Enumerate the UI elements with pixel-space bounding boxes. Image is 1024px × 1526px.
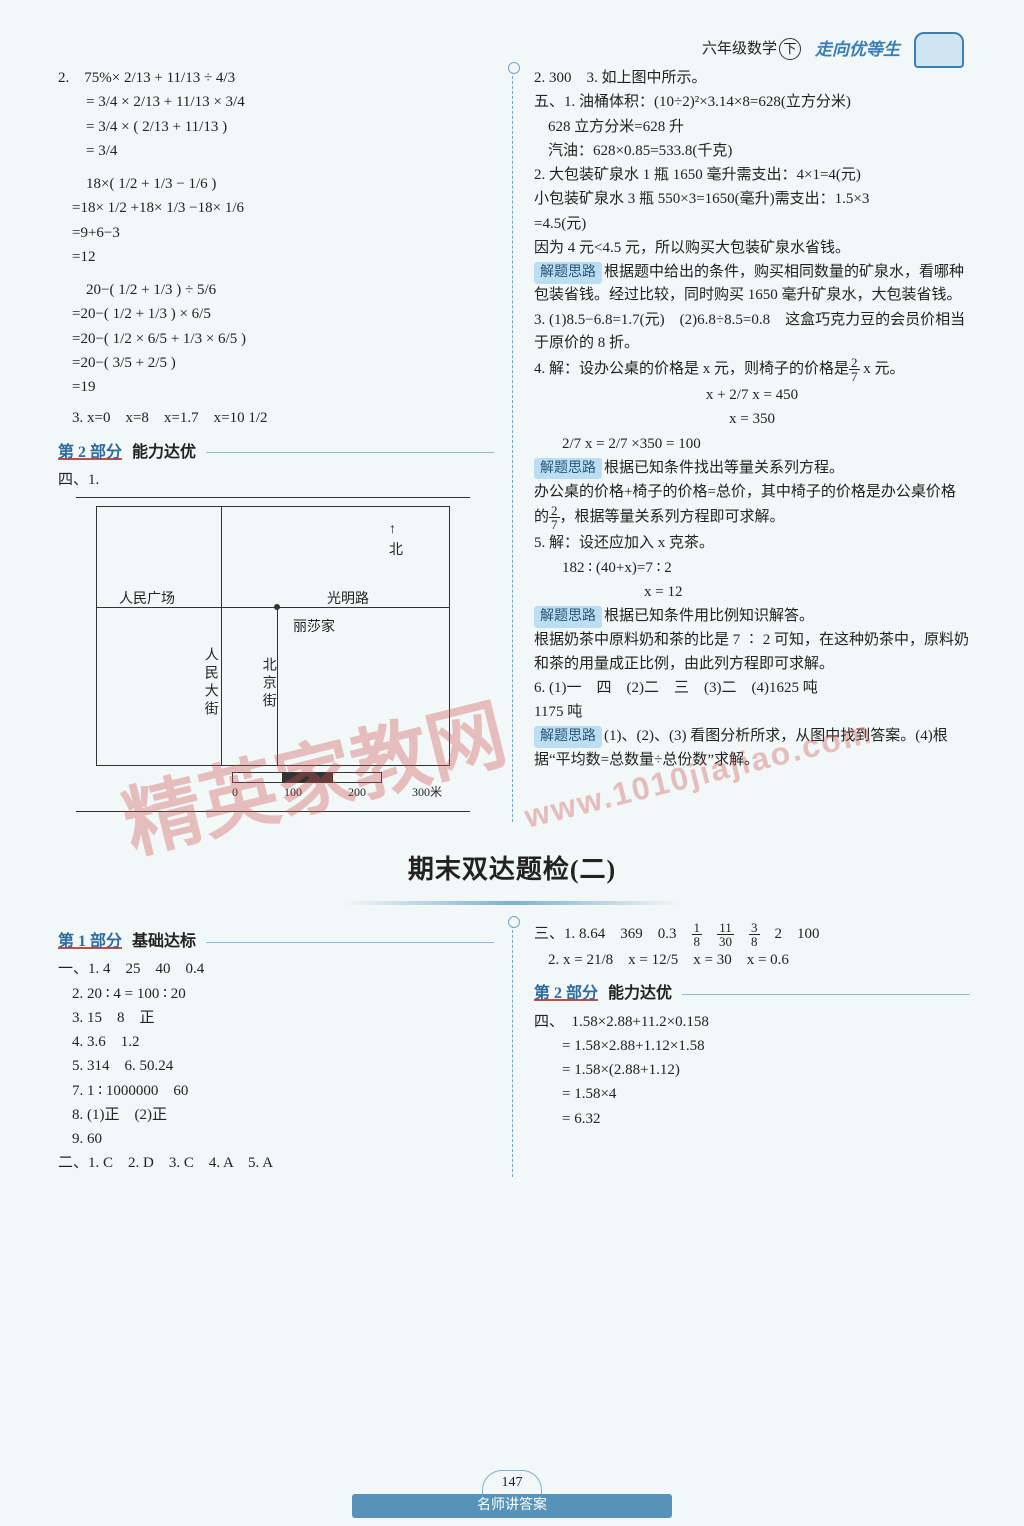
expr: 3. x=0 x=8 x=1.7 x=10 1/2 [58,407,494,430]
text-line: 汽油：628×0.85=533.8(千克) [534,140,970,163]
hint-line: 解题思路根据题中给出的条件，购买相同数量的矿泉水，看哪种包装省钱。经过比较，同时… [534,261,970,308]
north-arrow: ↑北 [389,519,403,562]
hint-tag: 解题思路 [534,726,602,748]
text-line: 4. 解：设办公桌的价格是 x 元，则椅子的价格是27 x 元。 [534,356,970,383]
map-label-v: 人民大街 [199,647,221,719]
expr: = 6.32 [534,1108,970,1131]
expr: =9+6−3 [58,222,494,245]
ans-line: 8. (1)正 (2)正 [58,1104,494,1127]
expr: x + 2/7 x = 450 [534,384,970,407]
lower-right-column: 三、1. 8.64 369 0.3 18 1130 38 2 100 2. x … [512,920,974,1177]
part-title: 能力达优 [132,441,196,466]
brand-icon [914,32,964,68]
text-line: 五、1. 油桶体积：(10÷2)²×3.14×8=628(立方分米) [534,91,970,114]
hint-line: 解题思路根据已知条件找出等量关系列方程。 [534,457,970,480]
map-diagram: ↑北 人民广场 光明路 丽莎家 人民大街 北京街 0 100 200 [76,497,470,813]
expr: =12 [58,246,494,269]
part-title: 能力达优 [608,982,672,1007]
hint-tag: 解题思路 [534,606,602,628]
expr: 2/7 x = 2/7 ×350 = 100 [534,433,970,456]
ans-line: 二、1. C 2. D 3. C 4. A 5. A [58,1152,494,1175]
footer-label: 名师讲答案 [352,1494,672,1518]
expr: = 3/4 [58,140,494,163]
map-label-v: 北京街 [257,657,279,711]
ans-line: 三、1. 8.64 369 0.3 18 1130 38 2 100 [534,921,970,948]
expr: 18×( 1/2 + 1/3 − 1/6 ) [58,173,494,196]
expr: = 1.58×2.88+1.12×1.58 [534,1035,970,1058]
map-label: 光明路 [327,589,369,611]
lower-left-column: 第 1 部分 基础达标 一、1. 4 25 40 0.4 2. 20 ∶ 4 =… [50,920,512,1177]
text-line: 628 立方分米=628 升 [534,116,970,139]
expr: = 1.58×(2.88+1.12) [534,1059,970,1082]
expr: = 1.58×4 [534,1083,970,1106]
map-label: 丽莎家 [293,617,335,639]
text-line: =4.5(元) [534,213,970,236]
map-scale: 0 100 200 300米 [96,772,450,802]
ans-line: 2. x = 21/8 x = 12/5 x = 30 x = 0.6 [534,949,970,972]
hint-tag: 解题思路 [534,458,602,480]
right-column: 2. 300 3. 如上图中所示。 五、1. 油桶体积：(10÷2)²×3.14… [512,66,974,822]
text-line: 1175 吨 [534,701,970,724]
expr: =18× 1/2 +18× 1/3 −18× 1/6 [58,197,494,220]
ans-line: 3. 15 8 正 [58,1007,494,1030]
column-divider [512,66,513,822]
text-line: 根据奶茶中原料奶和茶的比是 7 ∶ 2 可知，在这种奶茶中，原料奶和茶的用量成正… [534,629,970,676]
page-header: 六年级数学下 走向优等生 [702,32,964,68]
upper-columns: 2. 75%× 2/13 + 11/13 ÷ 4/3 = 3/4 × 2/13 … [50,66,974,822]
column-divider [512,920,513,1177]
header-title: 六年级数学下 [702,38,801,61]
part-label: 第 1 部分 [58,930,122,955]
expr: =20−( 3/5 + 2/5 ) [58,352,494,375]
expr: 20−( 1/2 + 1/3 ) ÷ 5/6 [58,279,494,302]
section-title-text: 期末双达题检(二) [50,850,974,890]
text-line: 2. 大包装矿泉水 1 瓶 1650 毫升需支出：4×1=4(元) [534,164,970,187]
expr: =20−( 1/2 × 6/5 + 1/3 × 6/5 ) [58,328,494,351]
section-title: 期末双达题检(二) [50,850,974,914]
text-line: 6. (1)一 四 (2)二 三 (3)二 (4)1625 吨 [534,677,970,700]
ans-line: 7. 1 ∶ 1000000 60 [58,1080,494,1103]
lower-columns: 第 1 部分 基础达标 一、1. 4 25 40 0.4 2. 20 ∶ 4 =… [50,920,974,1177]
ans-line: 9. 60 [58,1128,494,1151]
ans-line: 一、1. 4 25 40 0.4 [58,958,494,981]
expr: 四、 1.58×2.88+11.2×0.158 [534,1011,970,1034]
text-line: 办公桌的价格+椅子的价格=总价，其中椅子的价格是办公桌价格的27，根据等量关系列… [534,481,970,531]
left-column: 2. 75%× 2/13 + 11/13 ÷ 4/3 = 3/4 × 2/13 … [50,66,512,822]
ans-line: 5. 314 6. 50.24 [58,1055,494,1078]
page-number: 147 [482,1470,542,1495]
text-line: 2. 300 3. 如上图中所示。 [534,67,970,90]
section-part2: 第 2 部分 能力达优 [58,441,494,466]
hint-line: 解题思路根据已知条件用比例知识解答。 [534,605,970,628]
expr: = 3/4 × 2/13 + 11/13 × 3/4 [58,91,494,114]
expr: x = 350 [534,408,970,431]
page-footer: 147 名师讲答案 [0,1470,1024,1518]
text-line: 因为 4 元<4.5 元，所以购买大包装矿泉水省钱。 [534,237,970,260]
expr: =19 [58,376,494,399]
part-label: 第 2 部分 [58,441,122,466]
text-line: 5. 解：设还应加入 x 克茶。 [534,532,970,555]
map-label: 人民广场 [119,589,175,611]
brand-text: 走向优等生 [815,37,900,63]
text-line: 小包装矿泉水 3 瓶 550×3=1650(毫升)需支出：1.5×3 [534,188,970,211]
section-part1: 第 1 部分 基础达标 [58,930,494,955]
section-part2-lower: 第 2 部分 能力达优 [534,982,970,1007]
q4-1-label: 四、1. [58,469,494,492]
expr: 182 ∶ (40+x)=7 ∶ 2 [534,557,970,580]
expr: 2. 75%× 2/13 + 11/13 ÷ 4/3 [58,67,494,90]
part-title: 基础达标 [132,930,196,955]
part-label: 第 2 部分 [534,982,598,1007]
ans-line: 4. 3.6 1.2 [58,1031,494,1054]
section-rule [342,901,682,905]
hint-line: 解题思路(1)、(2)、(3) 看图分析所求，从图中找到答案。(4)根据“平均数… [534,725,970,772]
expr: = 3/4 × ( 2/13 + 11/13 ) [58,116,494,139]
expr: =20−( 1/2 + 1/3 ) × 6/5 [58,303,494,326]
hint-tag: 解题思路 [534,262,602,284]
expr: x = 12 [534,581,970,604]
text-line: 3. (1)8.5−6.8=1.7(元) (2)6.8÷8.5=0.8 这盒巧克… [534,309,970,356]
ans-line: 2. 20 ∶ 4 = 100 ∶ 20 [58,983,494,1006]
